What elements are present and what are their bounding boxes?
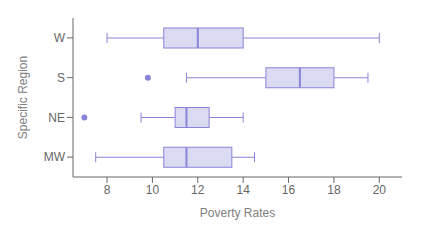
svg-text:12: 12 [191, 183, 205, 197]
svg-text:14: 14 [236, 183, 250, 197]
svg-text:16: 16 [282, 183, 296, 197]
svg-text:10: 10 [146, 183, 160, 197]
svg-text:S: S [57, 71, 65, 85]
svg-text:18: 18 [327, 183, 341, 197]
svg-text:W: W [54, 31, 66, 45]
svg-text:MW: MW [44, 150, 66, 164]
svg-text:8: 8 [104, 183, 111, 197]
svg-text:20: 20 [373, 183, 387, 197]
svg-text:NE: NE [48, 111, 65, 125]
svg-text:Specific Region: Specific Region [16, 56, 30, 139]
svg-text:Poverty Rates: Poverty Rates [200, 206, 275, 220]
